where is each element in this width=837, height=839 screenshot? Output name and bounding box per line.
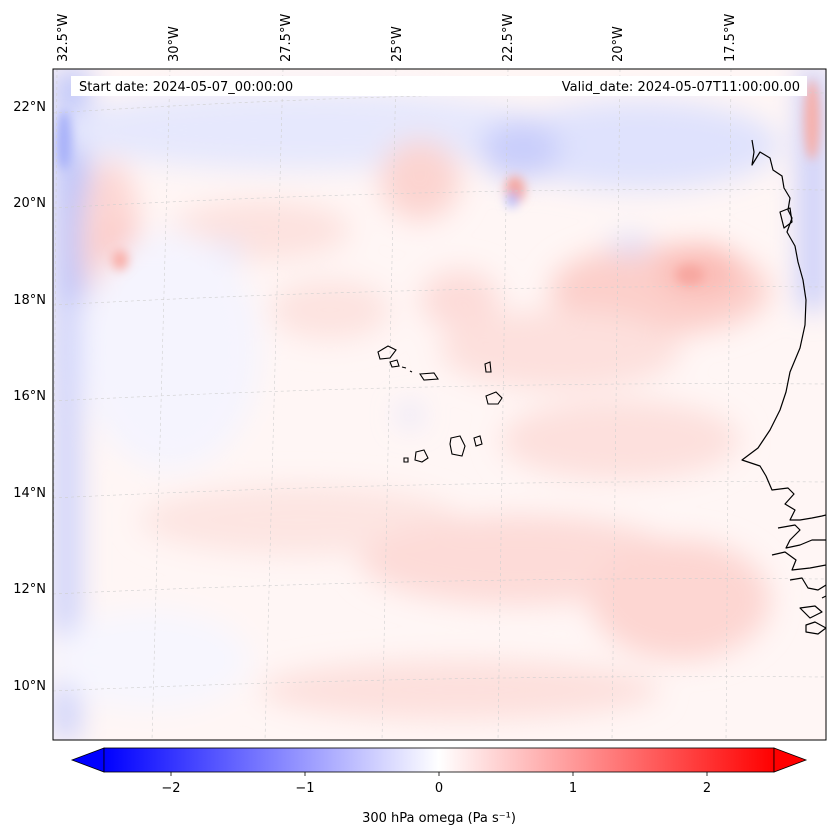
lon-label: 25°W: [390, 26, 405, 62]
colorbar-extend-high: [773, 747, 808, 773]
colorbar-extend-low: [70, 747, 105, 773]
header-box: [71, 76, 807, 96]
lat-label: 20°N: [13, 196, 46, 211]
colorbar-tick: 1: [569, 781, 577, 796]
lon-label: 20°W: [611, 26, 626, 62]
colorbar: −2 −1 0 1 2 300 hPa omega (Pa s⁻¹): [70, 747, 808, 826]
colorbar-label: 300 hPa omega (Pa s⁻¹): [362, 811, 516, 826]
africa-coastline: [741, 139, 826, 521]
lon-label: 27.5°W: [279, 14, 294, 62]
latitude-labels: 22°N 20°N 18°N 16°N 14°N 12°N 10°N: [13, 100, 46, 694]
colorbar-tick: 2: [703, 781, 711, 796]
lat-label: 14°N: [13, 486, 46, 501]
colorbar-tick: −1: [295, 781, 314, 796]
longitude-labels: 32.5°W 30°W 27.5°W 25°W 22.5°W 20°W 17.5…: [56, 14, 738, 62]
lat-label: 16°N: [13, 389, 46, 404]
start-date-label: Start date: 2024-05-07_00:00:00: [79, 80, 293, 95]
colorbar-tick: 0: [435, 781, 443, 796]
lat-label: 18°N: [13, 293, 46, 308]
cabo-verde-islands: [377, 345, 503, 463]
colorbar-bar: [103, 747, 775, 773]
omega-field: [53, 69, 826, 740]
lat-label: 22°N: [13, 100, 46, 115]
valid-date-label: Valid_date: 2024-05-07T11:00:00.00: [562, 80, 800, 95]
lat-label: 12°N: [13, 582, 46, 597]
coastlines: [741, 139, 826, 635]
colorbar-tick: −2: [161, 781, 180, 796]
omega-field-detail: [56, 80, 820, 285]
lon-label: 17.5°W: [723, 14, 738, 62]
lat-label: 10°N: [13, 679, 46, 694]
map-frame: [52, 68, 827, 741]
gridlines: [53, 69, 826, 740]
lon-label: 22.5°W: [501, 14, 516, 62]
lon-label: 30°W: [167, 26, 182, 62]
lon-label: 32.5°W: [56, 14, 71, 62]
map-panel: Start date: 2024-05-07_00:00:00 Valid_da…: [53, 69, 826, 740]
